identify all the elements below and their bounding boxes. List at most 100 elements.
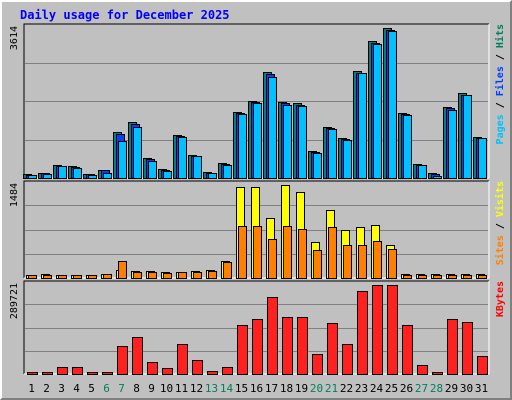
bar-kbytes-day-6	[102, 372, 113, 375]
panel-middle: 1484 Sites / Visits	[9, 180, 506, 279]
bar-sites-day-19	[298, 229, 307, 279]
x-tick-label-day-3: 3	[58, 382, 65, 395]
legend-entry: /	[495, 217, 506, 235]
bar-sites-day-20	[313, 250, 322, 279]
bar-pages-day-1	[28, 175, 37, 179]
x-tick-label-day-4: 4	[73, 382, 80, 395]
bar-sites-day-23	[358, 245, 367, 279]
bar-sites-day-16	[253, 226, 262, 279]
bar-pages-day-22	[343, 140, 352, 179]
legend-entry: KBytes	[495, 281, 506, 317]
x-tick-label-day-1: 1	[28, 382, 35, 395]
x-tick-label-day-20: 20	[310, 382, 323, 395]
bar-pages-day-29	[448, 110, 457, 179]
bar-sites-day-30	[463, 275, 472, 279]
bar-pages-day-20	[313, 153, 322, 179]
plot-frame-dark	[23, 23, 489, 178]
bar-pages-day-6	[103, 173, 112, 179]
bar-sites-day-11	[178, 272, 187, 279]
bar-sites-day-13	[208, 271, 217, 279]
bar-kbytes-day-27	[417, 365, 428, 375]
bar-pages-day-4	[73, 168, 82, 179]
legend-entry: Pages	[495, 114, 506, 144]
x-tick-label-day-29: 29	[445, 382, 458, 395]
x-tick-label-day-23: 23	[355, 382, 368, 395]
bar-kbytes-day-30	[462, 322, 473, 375]
x-tick-label-day-17: 17	[265, 382, 278, 395]
bar-sites-day-25	[388, 249, 397, 279]
bar-pages-day-10	[163, 171, 172, 179]
legend: KBytes	[495, 281, 506, 317]
bar-pages-day-18	[283, 105, 292, 179]
x-tick-label-day-18: 18	[280, 382, 293, 395]
bars	[23, 28, 487, 179]
bar-sites-day-28	[433, 275, 442, 279]
bar-sites-day-24	[373, 241, 382, 279]
bar-pages-day-27	[418, 165, 427, 179]
x-tick-label-day-7: 7	[118, 382, 125, 395]
panel-top: 3614 Pages / Files / Hits	[9, 23, 506, 179]
legend-entry: Files	[494, 66, 506, 96]
bar-kbytes-day-7	[117, 346, 128, 375]
bar-kbytes-day-23	[357, 291, 368, 375]
bar-sites-day-17	[268, 239, 277, 279]
bar-sites-day-1	[28, 275, 37, 279]
bar-pages-day-11	[178, 137, 187, 179]
x-tick-label-day-14: 14	[220, 382, 234, 395]
bar-sites-day-2	[43, 275, 52, 279]
bar-pages-day-12	[193, 156, 202, 179]
bar-sites-day-14	[223, 262, 232, 279]
bar-sites-day-26	[403, 275, 412, 279]
bar-sites-day-12	[193, 272, 202, 279]
bar-kbytes-day-1	[27, 372, 38, 375]
bar-pages-day-25	[388, 31, 397, 179]
legend: Pages / Files / Hits	[494, 24, 506, 144]
x-tick-label-day-22: 22	[340, 382, 353, 395]
bar-pages-day-21	[328, 129, 337, 179]
bar-pages-day-3	[58, 166, 67, 179]
bar-kbytes-day-4	[72, 367, 83, 375]
bar-sites-day-8	[133, 272, 142, 279]
y-max-label: 3614	[9, 26, 20, 50]
bar-pages-day-16	[253, 103, 262, 179]
bar-kbytes-day-11	[177, 344, 188, 375]
plot-frame-dark	[23, 180, 489, 278]
bar-pages-day-26	[403, 115, 412, 179]
x-tick-label-day-2: 2	[43, 382, 50, 395]
bar-kbytes-day-20	[312, 354, 323, 375]
bar-sites-day-5	[88, 275, 97, 279]
bar-pages-day-5	[88, 175, 97, 179]
bar-kbytes-day-3	[57, 367, 68, 375]
bar-sites-day-15	[238, 226, 247, 279]
bar-pages-day-15	[238, 114, 247, 179]
x-tick-label-day-31: 31	[475, 382, 488, 395]
legend: Sites / Visits	[494, 181, 506, 265]
bar-kbytes-day-21	[327, 323, 338, 375]
x-tick-label-day-21: 21	[325, 382, 338, 395]
x-tick-label-day-26: 26	[400, 382, 413, 395]
x-tick-label-day-28: 28	[430, 382, 443, 395]
x-tick-label-day-25: 25	[385, 382, 398, 395]
legend-entry: /	[495, 48, 506, 66]
bar-pages-day-14	[223, 165, 232, 179]
x-tick-label-day-15: 15	[235, 382, 248, 395]
bar-pages-day-17	[268, 77, 277, 179]
x-tick-label-day-24: 24	[370, 382, 384, 395]
x-tick-label-day-6: 6	[103, 382, 110, 395]
bar-kbytes-day-17	[267, 297, 278, 375]
bar-pages-day-8	[133, 127, 142, 179]
legend-entry: Visits	[494, 181, 506, 217]
x-tick-label-day-16: 16	[250, 382, 263, 395]
y-max-label: 1484	[9, 183, 20, 207]
bar-kbytes-day-5	[87, 372, 98, 375]
bar-pages-day-31	[478, 138, 487, 179]
x-tick-label-day-30: 30	[460, 382, 473, 395]
bar-kbytes-day-8	[132, 337, 143, 375]
bar-sites-day-22	[343, 245, 352, 279]
x-tick-label-day-8: 8	[133, 382, 140, 395]
bars	[27, 285, 488, 375]
bar-sites-day-18	[283, 226, 292, 279]
bar-kbytes-day-13	[207, 371, 218, 375]
x-tick-label-day-5: 5	[88, 382, 95, 395]
bar-kbytes-day-31	[477, 356, 488, 375]
